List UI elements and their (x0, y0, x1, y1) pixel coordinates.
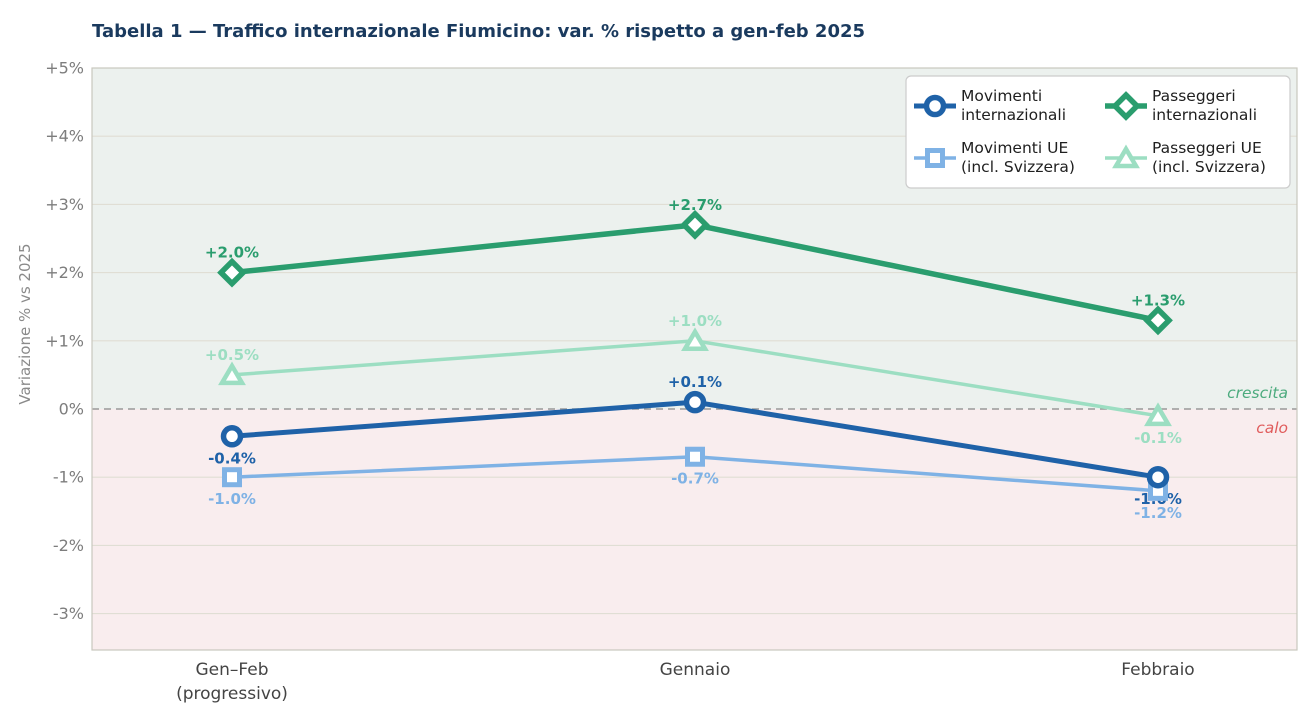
diamond-marker-icon (217, 257, 247, 288)
diamond-marker-icon (1111, 91, 1141, 121)
circle-marker (683, 390, 707, 414)
annotation-crescita: crescita (1227, 384, 1288, 402)
square-marker (685, 446, 705, 467)
plot-border (91, 67, 1298, 651)
diamond-marker-icon (1143, 305, 1173, 336)
diamond-marker (217, 257, 247, 288)
diamond-marker (1143, 305, 1173, 336)
triangle-marker-icon (681, 327, 709, 352)
legend-label: (incl. Svizzera) (1152, 158, 1266, 176)
triangle-marker-icon (1144, 402, 1172, 427)
square-marker (222, 467, 242, 488)
point-label: -0.1% (1134, 429, 1182, 447)
legend-marker (923, 94, 947, 118)
x-tick-label: Gennaio (660, 660, 731, 680)
legend-marker (1111, 91, 1141, 121)
circle-marker-icon (923, 94, 947, 118)
y-tick-label: +4% (45, 127, 84, 146)
x-tick-label: (progressivo) (176, 684, 288, 704)
diamond-marker (680, 209, 710, 240)
legend-label: Movimenti UE (961, 139, 1068, 157)
series-markers-passeggeri-ue-incl-svizzera (218, 327, 1172, 427)
y-tick-label: +1% (45, 331, 84, 350)
triangle-marker (1144, 402, 1172, 427)
chart-title: Tabella 1 — Traffico internazionale Fium… (92, 21, 866, 42)
point-label: -0.4% (208, 449, 256, 467)
legend-label: internazionali (961, 106, 1066, 124)
square-marker-icon (222, 467, 242, 488)
point-label: +2.0% (205, 244, 259, 262)
point-label: +1.0% (668, 312, 722, 330)
point-label: +0.5% (205, 346, 259, 364)
y-tick-label: -2% (53, 536, 84, 555)
circle-marker-icon (683, 390, 707, 414)
x-tick-label: Gen–Feb (195, 660, 268, 680)
point-label: -1.2% (1134, 504, 1182, 522)
point-label: +1.3% (1131, 291, 1185, 309)
y-tick-label: -3% (53, 604, 84, 623)
annotation-calo: calo (1256, 419, 1288, 437)
y-axis-title: Variazione % vs 2025 (16, 243, 34, 404)
series-point-labels-movimenti-ue-incl-svizzera: -1.0% -0.7% -1.2% (208, 470, 1182, 522)
series-markers-passeggeri-internazionali (217, 209, 1173, 336)
triangle-marker-icon (1112, 144, 1140, 169)
triangle-marker (218, 361, 246, 386)
point-label: +0.1% (668, 373, 722, 391)
legend-label: (incl. Svizzera) (961, 158, 1075, 176)
square-marker-icon (685, 446, 705, 467)
legend-label: Passeggeri UE (1152, 139, 1262, 157)
x-axis-tick-labels: Gen–Feb (progressivo) Gennaio Febbraio (176, 660, 1195, 704)
y-tick-label: 0% (59, 400, 84, 419)
y-tick-label: +2% (45, 263, 84, 282)
square-marker-icon (925, 148, 945, 168)
triangle-marker (681, 327, 709, 352)
point-label: +2.7% (668, 196, 722, 214)
legend-entry-passeggeri-ue-incl-svizzera: Passeggeri UE(incl. Svizzera) (1105, 139, 1266, 176)
legend-label: internazionali (1152, 106, 1257, 124)
y-tick-label: -1% (53, 468, 84, 487)
legend-label: Movimenti (961, 87, 1042, 105)
legend-label: Passeggeri (1152, 87, 1236, 105)
circle-marker (220, 425, 244, 448)
y-tick-label: +5% (45, 59, 84, 78)
legend-marker (925, 148, 945, 168)
point-label: -1.0% (208, 490, 256, 508)
series-markers-movimenti-internazionali (220, 390, 1170, 489)
legend-marker (1112, 144, 1140, 169)
circle-marker-icon (220, 425, 244, 448)
series-point-labels-passeggeri-internazionali: +2.0% +2.7% +1.3% (205, 196, 1185, 309)
series-point-labels-passeggeri-ue-incl-svizzera: +0.5% +1.0% -0.1% (205, 312, 1182, 447)
point-label: -0.7% (671, 470, 719, 488)
y-tick-label: +3% (45, 195, 84, 214)
y-axis-tick-labels: +5% +4% +3% +2% +1% 0% -1% -2% -3% (45, 59, 84, 624)
diamond-marker-icon (680, 209, 710, 240)
circle-marker (1146, 465, 1170, 489)
triangle-marker-icon (218, 361, 246, 386)
legend-box (905, 75, 1291, 189)
x-tick-label: Febbraio (1121, 660, 1194, 680)
circle-marker-icon (1146, 465, 1170, 489)
legend-entry-movimenti-ue-incl-svizzera: Movimenti UE(incl. Svizzera) (914, 139, 1075, 176)
